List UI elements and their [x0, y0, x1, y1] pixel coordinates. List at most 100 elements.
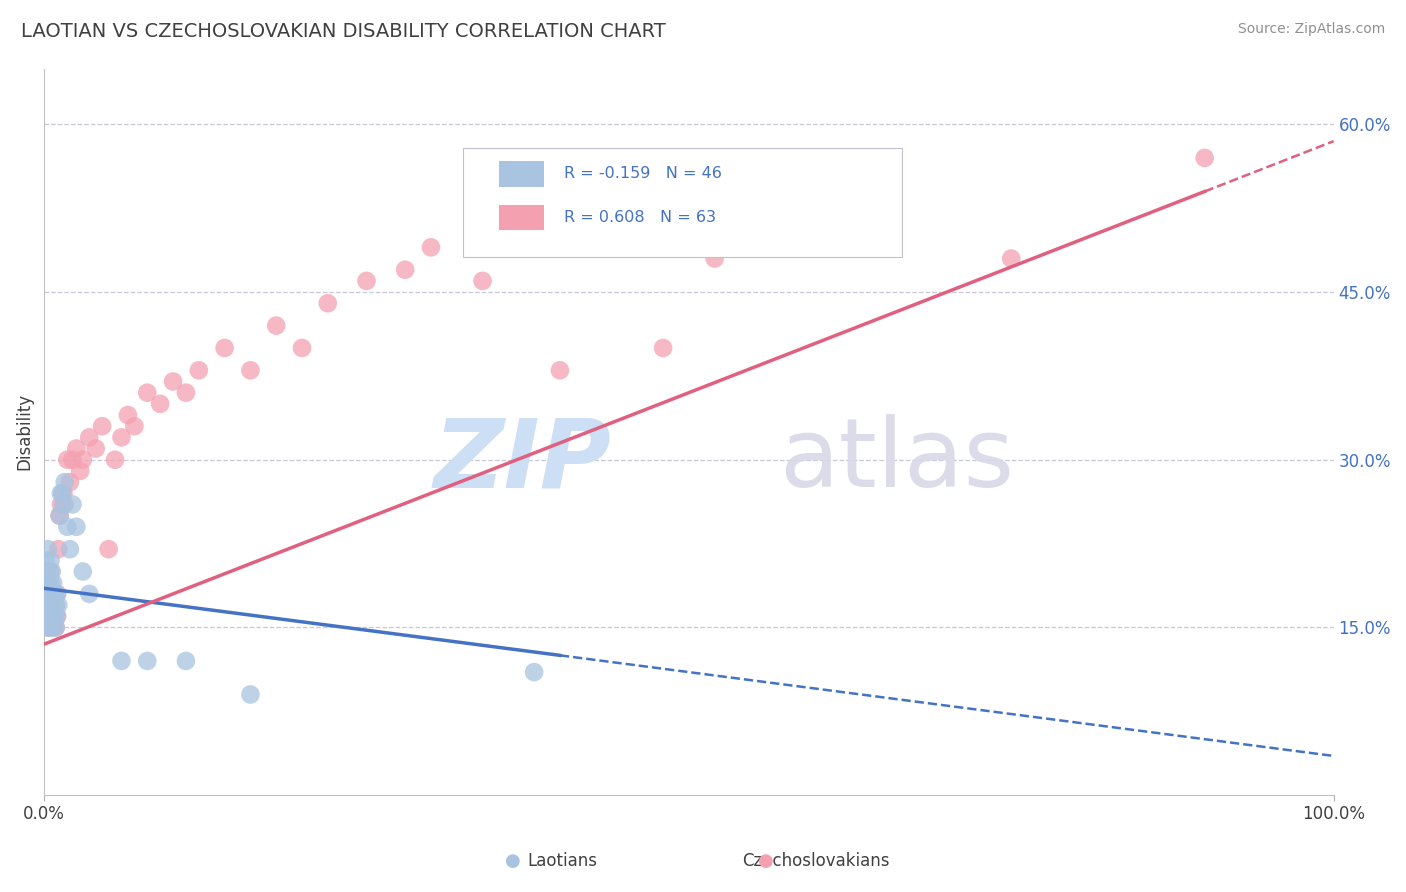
Point: [37, 575, 59, 590]
Point: [84, 442, 107, 456]
Point: [44, 609, 66, 624]
Point: [34, 598, 56, 612]
Point: [394, 262, 416, 277]
Text: ●: ●: [505, 852, 522, 870]
Point: [44, 587, 66, 601]
Point: [39, 620, 62, 634]
Point: [34, 575, 56, 590]
Point: [48, 508, 70, 523]
Point: [703, 252, 725, 266]
Point: [37, 542, 59, 557]
Point: [124, 419, 146, 434]
Point: [39, 598, 62, 612]
Point: [1194, 151, 1216, 165]
Point: [72, 452, 94, 467]
Point: [56, 520, 79, 534]
Point: [214, 341, 236, 355]
Point: [291, 341, 314, 355]
Point: [35, 609, 58, 624]
Point: [37, 598, 59, 612]
Point: [136, 385, 159, 400]
Text: Source: ZipAtlas.com: Source: ZipAtlas.com: [1237, 22, 1385, 37]
Point: [46, 587, 69, 601]
Point: [264, 318, 287, 333]
Point: [41, 565, 63, 579]
Bar: [499, 161, 544, 186]
Point: [42, 620, 65, 634]
Point: [65, 520, 87, 534]
Point: [35, 587, 58, 601]
Point: [51, 486, 73, 500]
Point: [65, 442, 87, 456]
Point: [420, 240, 443, 254]
Bar: [499, 205, 544, 230]
Text: R = 0.608   N = 63: R = 0.608 N = 63: [564, 210, 716, 225]
Point: [117, 408, 139, 422]
Point: [46, 587, 69, 601]
Point: [37, 620, 59, 634]
Point: [38, 565, 60, 579]
Point: [110, 654, 132, 668]
Point: [162, 375, 184, 389]
Point: [45, 598, 67, 612]
Point: [69, 464, 91, 478]
Point: [45, 620, 67, 634]
Text: Czechoslovakians: Czechoslovakians: [742, 852, 889, 870]
Point: [39, 598, 62, 612]
Text: ZIP: ZIP: [433, 415, 612, 508]
Point: [48, 508, 70, 523]
Point: [110, 430, 132, 444]
Point: [471, 274, 494, 288]
Point: [41, 609, 63, 624]
Point: [239, 363, 262, 377]
Point: [37, 598, 59, 612]
Point: [53, 498, 76, 512]
Point: [41, 587, 63, 601]
Point: [239, 688, 262, 702]
Point: [807, 207, 830, 221]
Point: [46, 598, 69, 612]
Point: [39, 565, 62, 579]
Point: [104, 452, 127, 467]
Point: [52, 498, 75, 512]
Point: [35, 609, 58, 624]
Point: [39, 553, 62, 567]
Point: [37, 575, 59, 590]
Point: [56, 452, 79, 467]
Point: [53, 475, 76, 489]
Text: R = -0.159   N = 46: R = -0.159 N = 46: [564, 167, 721, 181]
Point: [39, 620, 62, 634]
Point: [34, 598, 56, 612]
Point: [49, 486, 72, 500]
Point: [62, 498, 84, 512]
Point: [187, 363, 209, 377]
Point: [41, 587, 63, 601]
Point: [174, 385, 197, 400]
Point: [45, 620, 67, 634]
Point: [72, 565, 94, 579]
Point: [35, 587, 58, 601]
Point: [77, 587, 100, 601]
Point: [38, 587, 60, 601]
Point: [42, 575, 65, 590]
Point: [316, 296, 339, 310]
Point: [39, 575, 62, 590]
Point: [46, 609, 69, 624]
Point: [174, 654, 197, 668]
Point: [49, 498, 72, 512]
Point: [38, 609, 60, 624]
Point: [548, 363, 571, 377]
Point: [34, 553, 56, 567]
Point: [42, 598, 65, 612]
Point: [1000, 252, 1022, 266]
Y-axis label: Disability: Disability: [15, 393, 32, 470]
Point: [38, 609, 60, 624]
Point: [356, 274, 378, 288]
Point: [149, 397, 172, 411]
Point: [44, 587, 66, 601]
Point: [52, 486, 75, 500]
Point: [38, 587, 60, 601]
Point: [523, 665, 546, 679]
Text: Laotians: Laotians: [527, 852, 598, 870]
FancyBboxPatch shape: [463, 148, 901, 258]
